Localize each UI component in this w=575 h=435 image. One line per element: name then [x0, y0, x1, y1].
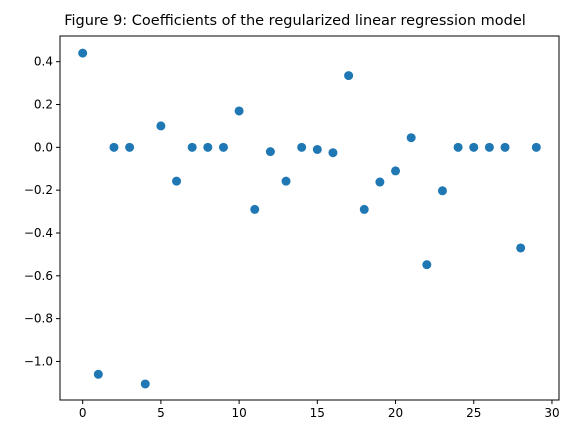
data-point [500, 142, 510, 152]
data-point [281, 176, 291, 186]
y-axis: 0.4 0.2 0.0 −0.2 −0.4 −0.6 −0.8 −1.0 [24, 55, 60, 368]
data-point [453, 142, 463, 152]
y-tick-label: −0.6 [24, 269, 53, 283]
data-point [125, 142, 135, 152]
data-point [406, 133, 416, 143]
y-tick-label: −0.4 [24, 226, 53, 240]
data-point [375, 177, 385, 187]
data-point [484, 142, 494, 152]
x-tick-label: 10 [231, 406, 246, 420]
data-point [344, 71, 354, 81]
data-point [531, 142, 541, 152]
x-axis: 0 5 10 15 20 25 30 [79, 400, 560, 420]
data-point [156, 121, 166, 131]
data-point [78, 48, 88, 58]
data-point [250, 204, 260, 214]
x-tick-label: 5 [157, 406, 165, 420]
data-point [140, 379, 150, 389]
data-points [78, 48, 541, 389]
y-tick-label: 0.4 [34, 55, 53, 69]
y-tick-label: 0.0 [34, 140, 53, 154]
data-point [265, 147, 275, 157]
data-point [328, 148, 338, 158]
data-point [203, 142, 213, 152]
x-tick-label: 0 [79, 406, 87, 420]
data-point [437, 186, 447, 196]
data-point [187, 142, 197, 152]
data-point [469, 142, 479, 152]
data-point [516, 243, 526, 253]
x-tick-label: 25 [466, 406, 481, 420]
data-point [359, 204, 369, 214]
data-point [218, 142, 228, 152]
data-point [172, 176, 182, 186]
chart-title: Figure 9: Coefficients of the regularize… [64, 13, 526, 29]
y-tick-label: −1.0 [24, 354, 53, 368]
x-tick-label: 15 [310, 406, 325, 420]
plot-area-frame [59, 35, 560, 401]
data-point [93, 369, 103, 379]
data-point [312, 144, 322, 154]
y-tick-label: −0.8 [24, 312, 53, 326]
data-point [109, 142, 119, 152]
y-tick-label: 0.2 [34, 98, 53, 112]
data-point [234, 106, 244, 116]
x-tick-label: 20 [388, 406, 403, 420]
y-tick-label: −0.2 [24, 183, 53, 197]
data-point [297, 142, 307, 152]
data-point [422, 260, 432, 270]
x-tick-label: 30 [544, 406, 559, 420]
data-point [391, 166, 401, 176]
